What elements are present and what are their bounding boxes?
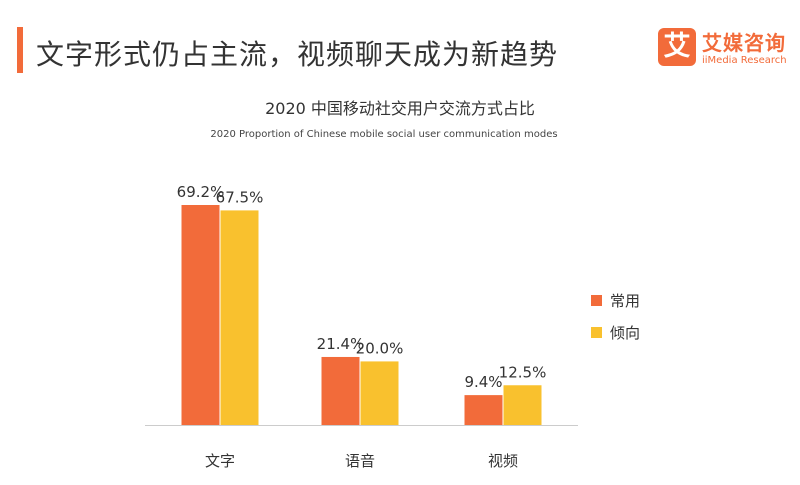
brand-logo-icon: 艾 — [658, 28, 696, 66]
x-tick-label: 视频 — [488, 452, 518, 470]
legend-label-0: 常用 — [610, 292, 640, 310]
data-label: 69.2% — [177, 183, 225, 201]
bar-trend-1 — [360, 361, 399, 425]
x-tick-label: 语音 — [345, 452, 375, 470]
bar-trend-0 — [220, 210, 259, 425]
bar-common-2 — [464, 395, 503, 425]
brand-name-en: iiMedia Research — [702, 55, 787, 66]
legend-label-1: 倾向 — [610, 324, 640, 342]
title-accent-bar — [17, 27, 23, 73]
data-label: 9.4% — [464, 373, 502, 391]
chart-subtitle: 2020 Proportion of Chinese mobile social… — [210, 129, 557, 140]
legend-swatch-0 — [591, 295, 602, 306]
bar-trend-2 — [503, 385, 542, 425]
bar-common-0 — [181, 205, 220, 425]
data-label: 67.5% — [216, 188, 264, 206]
slide-title: 文字形式仍占主流，视频聊天成为新趋势 — [36, 38, 559, 71]
data-label: 12.5% — [499, 363, 547, 381]
data-label: 20.0% — [356, 339, 404, 357]
data-label: 21.4% — [317, 335, 365, 353]
legend-swatch-1 — [591, 327, 602, 338]
x-tick-label: 文字 — [205, 452, 235, 470]
chart-title: 2020 中国移动社交用户交流方式占比 — [265, 99, 535, 118]
brand-name-cn: 艾媒咨询 — [702, 31, 786, 55]
brand-logo: 艾 艾媒咨询 iiMedia Research — [658, 25, 788, 75]
plot-area: 69.2%67.5% 文字 21.4%20.0% 语音 9.4%12.5% 视频 — [145, 183, 578, 470]
bar-common-1 — [321, 356, 360, 425]
